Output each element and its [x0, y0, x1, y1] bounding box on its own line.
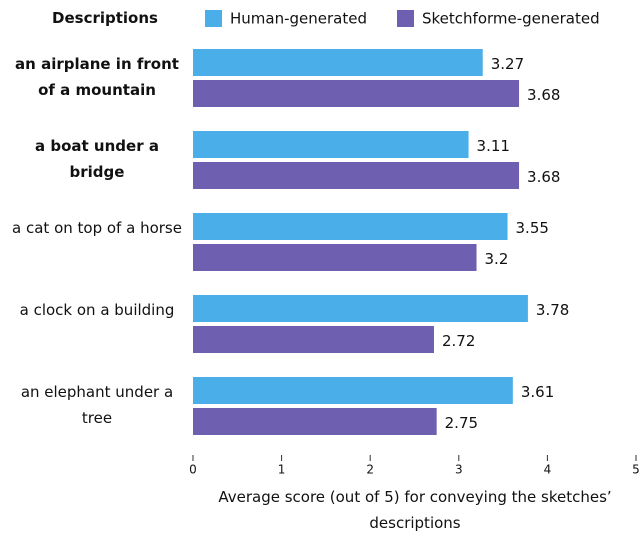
value-label: 2.72	[442, 332, 475, 350]
bar	[193, 244, 477, 271]
x-tick-label: 0	[189, 463, 197, 477]
x-axis-label: Average score (out of 5) for conveying t…	[218, 488, 612, 532]
category-label: a boat under a bridge	[35, 137, 159, 181]
value-label: 3.68	[527, 86, 560, 104]
bar	[193, 213, 508, 240]
value-label: 3.61	[521, 383, 554, 401]
value-label: 3.68	[527, 168, 560, 186]
x-tick-label: 4	[544, 463, 552, 477]
category-label: an airplane in front of a mountain	[15, 55, 179, 99]
value-label: 3.55	[516, 219, 549, 237]
legend-title: Descriptions	[52, 9, 158, 27]
bar	[193, 295, 528, 322]
x-tick-label: 3	[455, 463, 463, 477]
x-tick-label: 5	[632, 463, 640, 477]
legend-label: Sketchforme-generated	[422, 10, 600, 28]
value-label: 3.2	[485, 250, 509, 268]
bar	[193, 162, 520, 189]
legend-label: Human-generated	[230, 10, 367, 28]
legend-swatch	[397, 10, 414, 27]
x-tick-label: 2	[366, 463, 374, 477]
value-label: 3.78	[536, 301, 569, 319]
value-label: 3.27	[491, 55, 524, 73]
x-tick-label: 1	[278, 463, 286, 477]
legend-swatch	[205, 10, 222, 27]
bar	[193, 377, 513, 404]
bar	[193, 326, 434, 353]
value-label: 3.11	[477, 137, 510, 155]
category-label: a cat on top of a horse	[12, 219, 182, 237]
value-label: 2.75	[445, 414, 478, 432]
category-label: an elephant under a tree	[20, 383, 174, 427]
bar	[193, 80, 520, 107]
bar	[193, 131, 469, 158]
bar	[193, 408, 437, 435]
category-label: a clock on a building	[19, 301, 175, 319]
bar	[193, 49, 483, 76]
